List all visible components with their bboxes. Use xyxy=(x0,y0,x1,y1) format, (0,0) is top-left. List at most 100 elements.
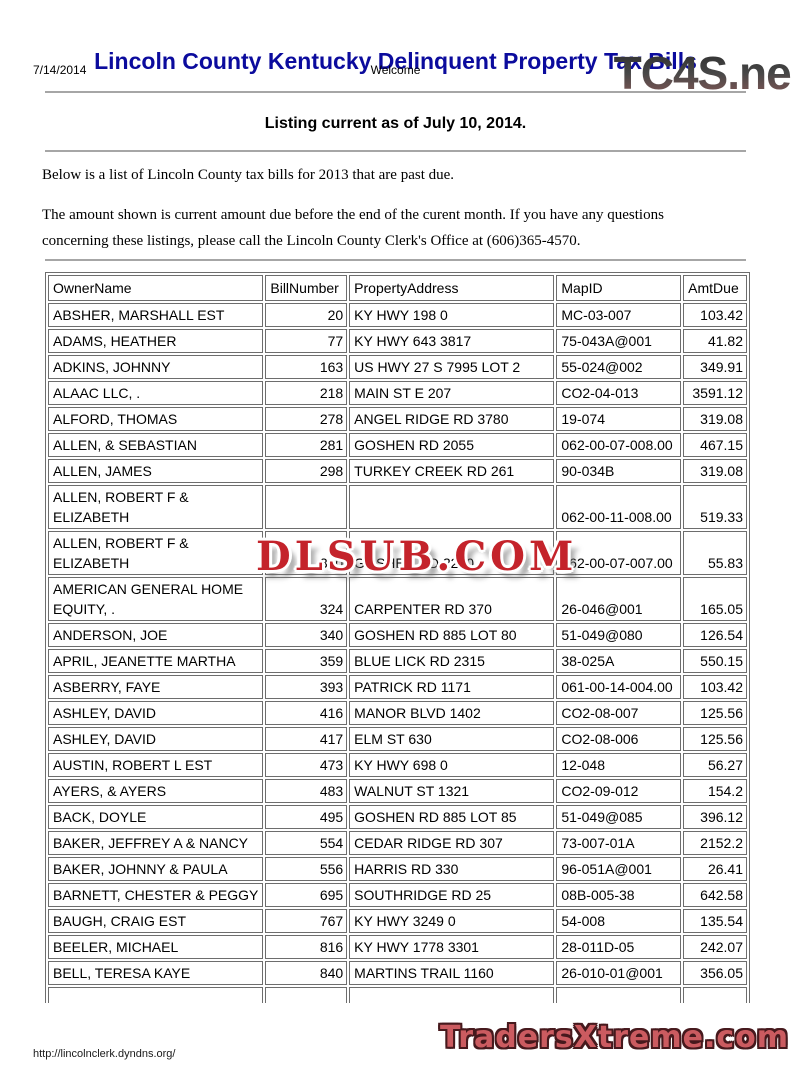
cell-ownername: BELL, TERESA KAYE xyxy=(48,961,264,985)
cell-mapid: 38-025A xyxy=(556,649,682,673)
divider xyxy=(45,91,746,93)
table-row xyxy=(48,987,747,1003)
cell-billnumber: 281 xyxy=(265,433,348,457)
cell-ownername: AYERS, & AYERS xyxy=(48,779,264,803)
cell-mapid: 061-00-14-004.00 xyxy=(556,675,682,699)
cell-billnumber: 77 xyxy=(265,329,348,353)
cell-ownername xyxy=(48,987,264,1003)
table-row: BAKER, JOHNNY & PAULA 556 HARRIS RD 330 96-… xyxy=(48,857,747,881)
cell-billnumber: 20 xyxy=(265,303,348,327)
cell-amtdue: 242.07 xyxy=(683,935,747,959)
table-row: ALLEN, ROBERT F & ELIZABETH 310 GOSHEN RD … xyxy=(48,531,747,575)
cell-mapid: 062-00-07-007.00 xyxy=(556,531,682,575)
cell-mapid: 51-049@085 xyxy=(556,805,682,829)
table-row: APRIL, JEANETTE MARTHA 359 BLUE LICK RD 23… xyxy=(48,649,747,673)
cell-amtdue: 125.56 xyxy=(683,701,747,725)
cell-billnumber: 495 xyxy=(265,805,348,829)
cell-billnumber: 324 xyxy=(265,577,348,621)
cell-billnumber: 554 xyxy=(265,831,348,855)
cell-ownername: ALLEN, & SEBASTIAN xyxy=(48,433,264,457)
table-row: AMERICAN GENERAL HOME EQUITY, . 324 CARPEN… xyxy=(48,577,747,621)
cell-mapid: 75-043A@001 xyxy=(556,329,682,353)
cell-propertyaddress: GOSHEN RD 2055 xyxy=(349,433,555,457)
cell-propertyaddress: PATRICK RD 1171 xyxy=(349,675,555,699)
cell-ownername: ADKINS, JOHNNY xyxy=(48,355,264,379)
cell-ownername: AMERICAN GENERAL HOME EQUITY, . xyxy=(48,577,264,621)
cell-mapid: 062-00-11-008.00 xyxy=(556,485,682,529)
cell-propertyaddress: KY HWY 3249 0 xyxy=(349,909,555,933)
cell-ownername: ASBERRY, FAYE xyxy=(48,675,264,699)
cell-propertyaddress: BLUE LICK RD 2315 xyxy=(349,649,555,673)
table-row: BELL, TERESA KAYE 840 MARTINS TRAIL 1160 26… xyxy=(48,961,747,985)
cell-amtdue: 319.08 xyxy=(683,407,747,431)
cell-mapid xyxy=(556,987,682,1003)
column-header-propertyaddress: PropertyAddress xyxy=(349,275,555,301)
cell-ownername: ADAMS, HEATHER xyxy=(48,329,264,353)
table-row: ALFORD, THOMAS 278 ANGEL RIDGE RD 3780 19-0… xyxy=(48,407,747,431)
cell-billnumber: 816 xyxy=(265,935,348,959)
cell-propertyaddress: KY HWY 698 0 xyxy=(349,753,555,777)
cell-propertyaddress: US HWY 27 S 7995 LOT 2 xyxy=(349,355,555,379)
cell-propertyaddress: TURKEY CREEK RD 261 xyxy=(349,459,555,483)
cell-propertyaddress: KY HWY 1778 3301 xyxy=(349,935,555,959)
cell-mapid: 96-051A@001 xyxy=(556,857,682,881)
cell-amtdue: 519.33 xyxy=(683,485,747,529)
cell-amtdue: 550.15 xyxy=(683,649,747,673)
listing-notice: Listing current as of July 10, 2014. xyxy=(264,115,527,132)
cell-ownername: BEELER, MICHAEL xyxy=(48,935,264,959)
cell-ownername: BAUGH, CRAIG EST xyxy=(48,909,264,933)
page-title: Lincoln County Kentucky Delinquent Prope… xyxy=(94,48,697,74)
cell-amtdue: 56.27 xyxy=(683,753,747,777)
cell-amtdue: 103.42 xyxy=(683,303,747,327)
table-row: AYERS, & AYERS 483 WALNUT ST 1321 CO2-09-01… xyxy=(48,779,747,803)
cell-ownername: ALLEN, ROBERT F & ELIZABETH xyxy=(48,531,264,575)
cell-billnumber: 473 xyxy=(265,753,348,777)
table-row: BAUGH, CRAIG EST 767 KY HWY 3249 0 54-008 13… xyxy=(48,909,747,933)
cell-amtdue: 319.08 xyxy=(683,459,747,483)
table-row: ASHLEY, DAVID 416 MANOR BLVD 1402 CO2-08-00… xyxy=(48,701,747,725)
table-row: ALLEN, JAMES 298 TURKEY CREEK RD 261 90-034… xyxy=(48,459,747,483)
cell-propertyaddress xyxy=(349,485,555,529)
cell-amtdue: 2152.2 xyxy=(683,831,747,855)
divider xyxy=(45,259,746,261)
cell-ownername: ASHLEY, DAVID xyxy=(48,727,264,751)
tc4s-logo: TC4S.net xyxy=(614,46,791,100)
cell-mapid: MC-03-007 xyxy=(556,303,682,327)
cell-amtdue: 396.12 xyxy=(683,805,747,829)
intro-paragraph-2: The amount shown is current amount due b… xyxy=(42,207,664,249)
cell-mapid: 73-007-01A xyxy=(556,831,682,855)
table-row: BEELER, MICHAEL 816 KY HWY 1778 3301 28-011… xyxy=(48,935,747,959)
dlsub-watermark: DLSUB.COM xyxy=(256,533,578,580)
cell-billnumber: 767 xyxy=(265,909,348,933)
cell-amtdue: 154.2 xyxy=(683,779,747,803)
cell-mapid: 08B-005-38 xyxy=(556,883,682,907)
tax-table-container: OwnerName BillNumber PropertyAddress MapID A… xyxy=(45,272,750,1003)
cell-propertyaddress: WALNUT ST 1321 xyxy=(349,779,555,803)
cell-mapid: CO2-08-006 xyxy=(556,727,682,751)
table-row: BARNETT, CHESTER & PEGGY 695 SOUTHRIDGE RD… xyxy=(48,883,747,907)
cell-propertyaddress: GOSHEN RD 885 LOT 85 xyxy=(349,805,555,829)
cell-ownername: BAKER, JEFFREY A & NANCY xyxy=(48,831,264,855)
cell-ownername: ALAAC LLC, . xyxy=(48,381,264,405)
table-row: ANDERSON, JOE 340 GOSHEN RD 885 LOT 80 51-0… xyxy=(48,623,747,647)
tax-table: OwnerName BillNumber PropertyAddress MapID A… xyxy=(45,272,750,1003)
footer-url: http://lincolnclerk.dyndns.org/ xyxy=(33,1048,176,1060)
cell-billnumber: 840 xyxy=(265,961,348,985)
cell-billnumber: 218 xyxy=(265,381,348,405)
table-row: ASBERRY, FAYE 393 PATRICK RD 1171 061-00-14… xyxy=(48,675,747,699)
column-header-ownername: OwnerName xyxy=(48,275,264,301)
cell-billnumber: 298 xyxy=(265,459,348,483)
cell-amtdue: 356.05 xyxy=(683,961,747,985)
cell-billnumber: 695 xyxy=(265,883,348,907)
cell-ownername: ALFORD, THOMAS xyxy=(48,407,264,431)
column-header-billnumber: BillNumber xyxy=(265,275,348,301)
cell-mapid: CO2-08-007 xyxy=(556,701,682,725)
cell-mapid: 26-046@001 xyxy=(556,577,682,621)
cell-mapid: 28-011D-05 xyxy=(556,935,682,959)
cell-mapid: 062-00-07-008.00 xyxy=(556,433,682,457)
tradersxtreme-logo: TradersXtreme.com xyxy=(440,1020,789,1055)
table-header-row: OwnerName BillNumber PropertyAddress MapID A… xyxy=(48,275,747,301)
table-row: ASHLEY, DAVID 417 ELM ST 630 CO2-08-006 125.… xyxy=(48,727,747,751)
cell-billnumber xyxy=(265,485,348,529)
table-body: ABSHER, MARSHALL EST 20 KY HWY 198 0 MC-03-… xyxy=(48,303,747,1003)
